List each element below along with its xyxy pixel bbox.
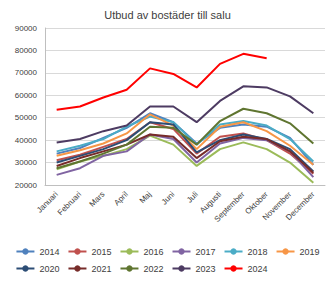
svg-text:Juni: Juni <box>160 190 177 207</box>
svg-text:Mars: Mars <box>88 190 107 209</box>
svg-text:2022: 2022 <box>143 264 163 274</box>
svg-text:Februari: Februari <box>56 190 84 218</box>
svg-text:Januari: Januari <box>35 189 60 215</box>
svg-text:Oktober: Oktober <box>243 189 270 217</box>
svg-text:Utbud av bostäder till salu: Utbud av bostäder till salu <box>104 9 231 21</box>
svg-text:60000: 60000 <box>15 91 38 100</box>
svg-text:30000: 30000 <box>15 158 38 167</box>
svg-text:April: April <box>112 190 130 208</box>
svg-text:90000: 90000 <box>15 24 38 33</box>
svg-text:20000: 20000 <box>15 181 38 190</box>
svg-text:2024: 2024 <box>248 264 268 274</box>
svg-text:2015: 2015 <box>91 247 111 257</box>
svg-text:Augusti: Augusti <box>198 189 224 215</box>
svg-text:50000: 50000 <box>15 113 38 122</box>
svg-text:2020: 2020 <box>39 264 59 274</box>
svg-text:Maj: Maj <box>138 190 154 206</box>
svg-text:Juli: Juli <box>185 190 200 205</box>
svg-text:70000: 70000 <box>15 68 38 77</box>
svg-text:40000: 40000 <box>15 136 38 145</box>
svg-text:September: September <box>213 190 247 224</box>
svg-text:2018: 2018 <box>248 247 268 257</box>
svg-text:80000: 80000 <box>15 46 38 55</box>
svg-text:2023: 2023 <box>196 264 216 274</box>
svg-text:2019: 2019 <box>300 247 320 257</box>
svg-text:2021: 2021 <box>91 264 111 274</box>
svg-text:2014: 2014 <box>39 247 59 257</box>
svg-text:2016: 2016 <box>143 247 163 257</box>
svg-text:2017: 2017 <box>196 247 216 257</box>
svg-text:December: December <box>284 190 317 223</box>
svg-text:November: November <box>260 189 294 223</box>
